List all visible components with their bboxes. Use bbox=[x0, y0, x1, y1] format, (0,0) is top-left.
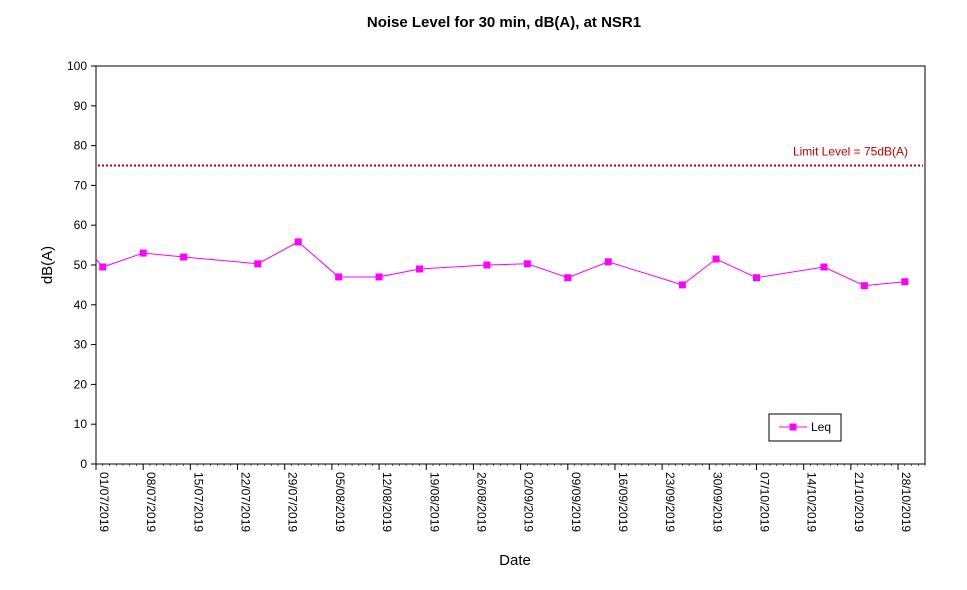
data-point-leq bbox=[753, 274, 761, 282]
x-tick-label: 28/10/2019 bbox=[899, 472, 913, 532]
reference-lines: Limit Level = 75dB(A) bbox=[98, 145, 923, 167]
y-tick-label: 20 bbox=[74, 377, 88, 391]
series-line-path bbox=[102, 241, 905, 287]
data-point-leq bbox=[254, 260, 262, 268]
y-tick-label: 60 bbox=[74, 218, 88, 232]
y-tick-label: 80 bbox=[74, 139, 88, 153]
x-tick-label: 08/07/2019 bbox=[144, 472, 158, 532]
data-point-leq bbox=[294, 238, 302, 246]
data-point-leq bbox=[483, 261, 491, 269]
y-tick-label: 40 bbox=[74, 298, 88, 312]
limit-level-label: Limit Level = 75dB(A) bbox=[793, 145, 908, 159]
y-tick-label: 30 bbox=[74, 338, 88, 352]
x-axis-label: Date bbox=[499, 552, 531, 569]
data-point-leq bbox=[180, 253, 188, 261]
x-tick-label: 23/09/2019 bbox=[663, 472, 677, 532]
data-point-leq bbox=[678, 281, 686, 289]
x-tick-label: 30/09/2019 bbox=[710, 472, 724, 532]
data-point-leq bbox=[820, 263, 828, 271]
y-tick-label: 0 bbox=[80, 457, 87, 471]
data-point-leq bbox=[604, 258, 612, 266]
y-tick-label: 10 bbox=[74, 417, 88, 431]
x-tick-label: 05/08/2019 bbox=[333, 472, 347, 532]
data-point-leq bbox=[712, 255, 720, 263]
x-tick-label: 16/09/2019 bbox=[616, 472, 630, 532]
x-axis-ticks: 01/07/2019 08/07/2019 15/07/2019 22/07/2019… bbox=[95, 464, 926, 532]
y-axis-label: dB(A) bbox=[39, 246, 56, 284]
data-point-leq bbox=[335, 273, 343, 281]
x-tick-label: 29/07/2019 bbox=[286, 472, 300, 532]
data-point-leq bbox=[99, 263, 107, 271]
y-tick-label: 50 bbox=[74, 258, 88, 272]
x-tick-label: 07/10/2019 bbox=[758, 472, 772, 532]
data-point-leq bbox=[139, 249, 147, 257]
x-tick-label: 12/08/2019 bbox=[380, 472, 394, 532]
y-tick-label: 100 bbox=[67, 59, 87, 73]
legend-label-leq: Leq bbox=[811, 420, 831, 434]
series-layer bbox=[95, 238, 909, 290]
x-tick-label: 02/09/2019 bbox=[522, 472, 536, 532]
legend-marker-square bbox=[789, 423, 797, 431]
y-tick-label: 70 bbox=[74, 178, 88, 192]
x-tick-label: 01/07/2019 bbox=[97, 472, 111, 532]
data-point-leq bbox=[523, 260, 531, 268]
chart-title: Noise Level for 30 min, dB(A), at NSR1 bbox=[367, 14, 641, 31]
y-axis-ticks: 0 10 20 30 40 50 60 70 80 90 100 bbox=[67, 59, 96, 471]
plot-area bbox=[95, 65, 926, 465]
x-tick-label: 15/07/2019 bbox=[191, 472, 205, 532]
x-tick-label: 26/08/2019 bbox=[474, 472, 488, 532]
x-tick-label: 21/10/2019 bbox=[852, 472, 866, 532]
y-tick-label: 90 bbox=[74, 99, 88, 113]
x-tick-label: 19/08/2019 bbox=[427, 472, 441, 532]
data-point-leq bbox=[860, 282, 868, 290]
data-point-leq bbox=[416, 265, 424, 273]
data-point-leq bbox=[375, 273, 383, 281]
data-point-leq bbox=[901, 278, 909, 286]
x-tick-label: 22/07/2019 bbox=[239, 472, 253, 532]
x-tick-label: 09/09/2019 bbox=[569, 472, 583, 532]
legend: Leq bbox=[768, 413, 842, 442]
data-point-leq bbox=[564, 274, 572, 282]
x-tick-label: 14/10/2019 bbox=[805, 472, 819, 532]
